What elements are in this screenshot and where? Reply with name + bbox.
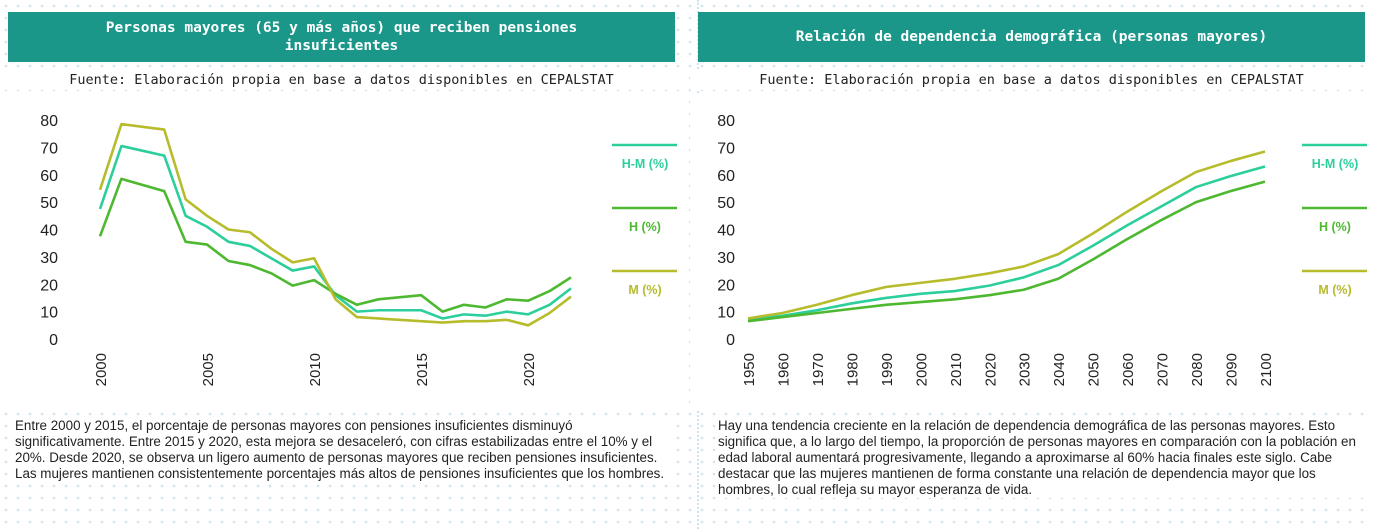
legend-label: M (%) <box>1318 283 1351 297</box>
series-line <box>747 150 1266 320</box>
y-tick-label: 70 <box>717 140 735 157</box>
y-tick-label: 10 <box>717 305 735 322</box>
legend-label: H (%) <box>1319 220 1351 234</box>
x-tick-label: 2020 <box>982 353 999 386</box>
y-tick-label: 30 <box>40 250 58 267</box>
source: Fuente: Elaboración propia en base a dat… <box>0 70 683 90</box>
x-tick-label: 2010 <box>307 353 324 386</box>
y-tick-label: 70 <box>40 140 58 157</box>
legend-label: H (%) <box>629 220 661 234</box>
x-tick-label: 1980 <box>844 353 861 386</box>
y-tick-label: 0 <box>49 332 58 349</box>
series-line <box>98 122 572 327</box>
y-tick-label: 80 <box>717 113 735 130</box>
x-tick-label: 2060 <box>1120 353 1137 386</box>
panel: Relación de dependencia demográfica (per… <box>690 0 1373 529</box>
y-tick-label: 80 <box>40 113 58 130</box>
note: Entre 2000 y 2015, el porcentaje de pers… <box>15 418 670 482</box>
x-tick-label: 2100 <box>1258 353 1275 386</box>
y-tick-label: 30 <box>717 250 735 267</box>
y-tick-label: 20 <box>717 277 735 294</box>
x-tick-label: 1960 <box>775 353 792 386</box>
x-tick-label: 2000 <box>913 353 930 386</box>
x-tick-label: 2030 <box>1017 353 1034 386</box>
panel: Personas mayores (65 y más años) que rec… <box>0 0 683 529</box>
x-tick-label: 1950 <box>741 353 758 386</box>
x-tick-label: 2090 <box>1224 353 1241 386</box>
y-tick-label: 10 <box>40 305 58 322</box>
series-line <box>747 165 1266 322</box>
x-tick-label: 2015 <box>414 353 431 386</box>
x-tick-label: 2040 <box>1051 353 1068 386</box>
legend-label: M (%) <box>628 283 661 297</box>
legend-label: H-M (%) <box>1312 157 1359 171</box>
series-line <box>98 177 572 313</box>
y-tick-label: 0 <box>726 332 735 349</box>
y-tick-label: 50 <box>40 195 58 212</box>
x-tick-label: 2080 <box>1189 353 1206 386</box>
chart-title: Relación de dependencia demográfica (per… <box>698 12 1365 62</box>
x-tick-label: 2010 <box>948 353 965 386</box>
y-tick-label: 40 <box>40 223 58 240</box>
x-tick-label: 2050 <box>1086 353 1103 386</box>
x-tick-label: 2000 <box>93 353 110 386</box>
x-tick-label: 2070 <box>1155 353 1172 386</box>
chart-title: Personas mayores (65 y más años) que rec… <box>8 12 675 62</box>
y-tick-label: 40 <box>717 223 735 240</box>
note: Hay una tendencia creciente en la relaci… <box>718 418 1370 498</box>
chart: 0 10 20 30 40 50 60 70 80 2000 2005 2010 2015 2020 H-M… <box>0 95 683 410</box>
y-tick-label: 50 <box>717 195 735 212</box>
y-tick-label: 20 <box>40 277 58 294</box>
source: Fuente: Elaboración propia en base a dat… <box>690 70 1373 90</box>
y-tick-label: 60 <box>40 168 58 185</box>
series-line <box>747 180 1266 323</box>
x-tick-label: 1990 <box>879 353 896 386</box>
x-tick-label: 2020 <box>521 353 538 386</box>
y-tick-label: 60 <box>717 168 735 185</box>
legend-label: H-M (%) <box>622 157 669 171</box>
x-tick-label: 1970 <box>810 353 827 386</box>
x-tick-label: 2005 <box>200 353 217 386</box>
